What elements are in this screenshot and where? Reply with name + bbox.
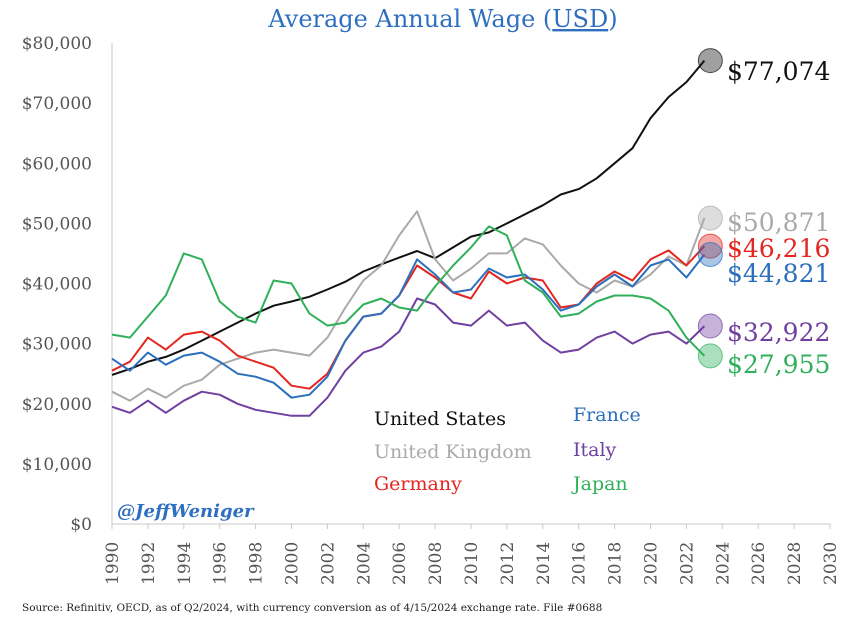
end-label-united-states: $77,074 bbox=[727, 57, 830, 86]
chart-title: Average Annual Wage (USD) bbox=[267, 5, 617, 33]
y-tick-label: $60,000 bbox=[22, 154, 92, 174]
y-tick-label: $10,000 bbox=[22, 455, 92, 475]
x-tick-label: 2018 bbox=[606, 542, 626, 585]
line-united-states bbox=[111, 59, 706, 376]
x-tick-label: 2014 bbox=[534, 542, 554, 585]
legend-germany: Germany bbox=[374, 473, 462, 495]
x-tick-label: 1994 bbox=[175, 542, 195, 585]
end-label-japan: $27,955 bbox=[727, 350, 830, 379]
end-marker-italy bbox=[697, 313, 723, 339]
x-tick-label: 2030 bbox=[821, 542, 841, 585]
y-tick-label: $80,000 bbox=[22, 34, 92, 54]
x-tick-label: 1990 bbox=[103, 542, 123, 585]
line-france bbox=[111, 253, 706, 399]
x-tick-label: 1992 bbox=[139, 542, 159, 585]
x-tick-label: 2026 bbox=[749, 542, 769, 585]
x-tick-label: 2006 bbox=[390, 542, 410, 585]
x-tick-label: 2004 bbox=[354, 542, 374, 585]
series-lines bbox=[111, 59, 706, 417]
end-label-germany: $46,216 bbox=[727, 234, 830, 263]
x-tick-label: 2010 bbox=[462, 542, 482, 585]
author-handle: @JeffWeniger bbox=[117, 501, 255, 522]
end-marker-united-states bbox=[697, 48, 723, 74]
y-tick-label: $20,000 bbox=[22, 395, 92, 415]
legend-united-states: United States bbox=[374, 408, 506, 430]
x-tick-label: 2008 bbox=[426, 542, 446, 585]
legend-italy: Italy bbox=[573, 439, 617, 461]
end-markers: $77,074 $50,871$46,216$44,821 $32,922 $27,9… bbox=[697, 48, 830, 379]
x-tick-label: 2028 bbox=[785, 542, 805, 585]
legend-japan: Japan bbox=[571, 473, 628, 495]
title-suffix: ) bbox=[608, 5, 617, 33]
line-japan bbox=[111, 225, 706, 357]
x-tick-label: 2020 bbox=[642, 542, 662, 585]
source-note: Source: Refinitiv, OECD, as of Q2/2024, … bbox=[22, 602, 602, 614]
y-tick-label: $50,000 bbox=[22, 214, 92, 234]
x-tick-label: 2002 bbox=[318, 542, 338, 585]
y-tick-labels: $0 $10,000 $20,000 $30,000 $40,000 $50,000 $60… bbox=[22, 34, 92, 535]
end-marker-germany bbox=[697, 233, 723, 259]
end-label-united-kingdom: $50,871 bbox=[727, 208, 830, 237]
end-marker-united-kingdom bbox=[697, 205, 723, 231]
y-tick-label: $40,000 bbox=[22, 275, 92, 295]
x-tick-label: 2024 bbox=[713, 542, 733, 585]
end-label-france: $44,821 bbox=[727, 259, 830, 288]
title-underlined: USD bbox=[552, 5, 608, 33]
x-tick-label: 2012 bbox=[498, 542, 518, 585]
y-tick-label: $0 bbox=[70, 515, 92, 535]
end-label-italy: $32,922 bbox=[727, 318, 830, 347]
line-germany bbox=[111, 245, 706, 390]
x-tick-label: 2016 bbox=[570, 542, 590, 585]
x-tick-label: 1996 bbox=[211, 542, 231, 585]
legend-united-kingdom: United Kingdom bbox=[374, 441, 532, 463]
x-tick-label: 1998 bbox=[247, 542, 267, 585]
x-tick-label: 2022 bbox=[677, 542, 697, 585]
line-united-kingdom bbox=[111, 210, 706, 402]
y-tick-label: $30,000 bbox=[22, 335, 92, 355]
title-prefix: Average Annual Wage ( bbox=[267, 5, 552, 33]
y-tick-label: $70,000 bbox=[22, 94, 92, 114]
legend-france: France bbox=[573, 404, 641, 426]
x-tick-labels: 1990 1992 1994 1996 1998 2000 2002 2004 2006 2008… bbox=[103, 524, 841, 585]
x-tick-label: 2000 bbox=[283, 542, 303, 585]
end-marker-japan bbox=[697, 343, 723, 369]
end-marker-france bbox=[697, 242, 723, 268]
line-italy bbox=[111, 297, 706, 417]
